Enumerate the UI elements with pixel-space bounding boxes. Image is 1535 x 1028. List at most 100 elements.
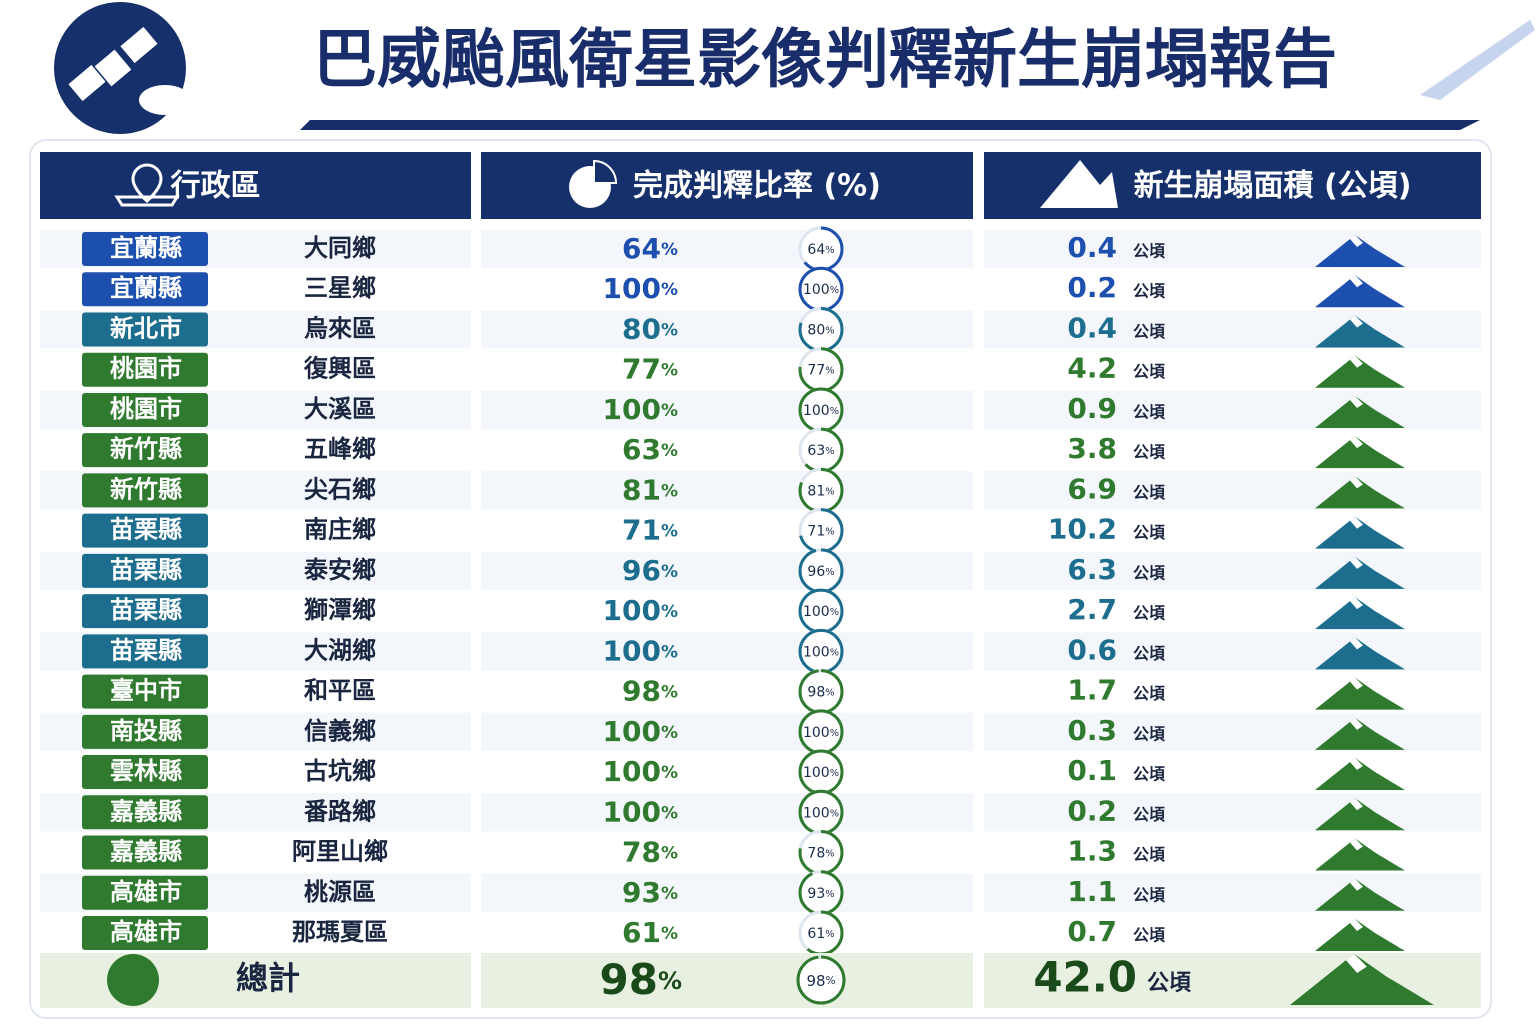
- mountain-icon: [1315, 315, 1405, 348]
- row-bg: [984, 431, 1481, 470]
- total-percent: 98%: [600, 955, 683, 1004]
- mountain-snow: [1350, 395, 1363, 408]
- area: 0.4: [1067, 311, 1117, 344]
- county-badge: [82, 634, 208, 669]
- mountain-icon: [1315, 556, 1405, 589]
- percent-unit: %: [661, 803, 678, 823]
- ring-unit: %: [825, 688, 834, 699]
- percent: 78%: [622, 836, 678, 869]
- row-bg: [984, 712, 1481, 751]
- percent-unit: %: [661, 884, 678, 904]
- percent-unit: %: [661, 924, 678, 944]
- township: 獅潭鄉: [304, 596, 376, 624]
- percent-unit: %: [661, 723, 678, 743]
- township: 泰安鄉: [304, 556, 376, 584]
- ring-unit: %: [825, 325, 834, 336]
- percent-value: 100: [603, 795, 661, 828]
- mountain-snow: [1350, 758, 1363, 771]
- row-bg: [481, 270, 973, 309]
- area-unit: 公頃: [1133, 362, 1166, 381]
- ring-value: 98: [806, 972, 825, 990]
- icon-pin: [114, 163, 180, 207]
- mountain-icon: [1315, 637, 1405, 670]
- total-area: 42.0: [1033, 953, 1137, 1002]
- percent-value: 100: [603, 272, 661, 305]
- county: 新北市: [110, 314, 182, 342]
- row-bg: [481, 873, 973, 912]
- ring-label: 98%: [806, 972, 835, 990]
- ring-unit: %: [825, 245, 834, 256]
- row-bg: [984, 511, 1481, 550]
- column-header-label: 完成判釋比率 (%): [633, 169, 881, 204]
- ring-value: 64: [807, 242, 825, 258]
- row-bg: [481, 592, 973, 631]
- county: 宜蘭縣: [110, 234, 182, 262]
- area-unit: 公頃: [1133, 242, 1166, 261]
- township: 古坑鄉: [304, 757, 376, 785]
- area: 6.9: [1067, 472, 1117, 505]
- row-bg: [984, 229, 1481, 269]
- area-unit: 公頃: [1133, 523, 1166, 542]
- percent-value: 61: [622, 916, 661, 949]
- area-unit: 公頃: [1133, 644, 1166, 663]
- township: 阿里山鄉: [292, 838, 388, 866]
- mountain-snow: [1350, 717, 1363, 730]
- township: 烏來區: [304, 314, 376, 342]
- row-bg: [481, 752, 973, 792]
- column-header-label: 新生崩塌面積 (公頃): [1134, 169, 1412, 204]
- county-badge: [82, 513, 208, 548]
- mountain-snow: [1350, 275, 1363, 288]
- ring-unit: %: [825, 889, 834, 900]
- decor: [300, 120, 1480, 130]
- row-bg: [481, 672, 973, 711]
- township: 尖石鄉: [304, 475, 376, 503]
- percent-value: 80: [622, 312, 661, 345]
- row-bg: [481, 712, 973, 751]
- percent-value: 64: [622, 232, 661, 265]
- percent: 100%: [603, 755, 679, 788]
- area: 0.6: [1067, 633, 1117, 666]
- mountain-icon: [1315, 235, 1405, 267]
- row-bg: [481, 471, 973, 510]
- area-unit: 公頃: [1133, 885, 1166, 904]
- ring-label: 64%: [807, 242, 834, 258]
- mountain-snow: [1350, 878, 1363, 891]
- ring-label: 100%: [803, 604, 839, 620]
- percent: 100%: [603, 715, 679, 748]
- mountain-snow: [1350, 637, 1363, 650]
- percent: 100%: [603, 634, 679, 667]
- county-badge: [82, 232, 208, 266]
- mountain-icon: [1315, 355, 1405, 388]
- row-bg: [984, 833, 1481, 872]
- ring-unit: %: [830, 406, 839, 417]
- total-bg: [481, 953, 973, 1008]
- township: 大同鄉: [304, 234, 376, 262]
- area-unit: 公頃: [1133, 684, 1166, 703]
- logo-satellite: [68, 26, 191, 115]
- percent-unit: %: [661, 683, 678, 703]
- percent-unit: %: [661, 481, 678, 501]
- area: 0.3: [1067, 714, 1117, 747]
- ring-label: 71%: [807, 524, 834, 540]
- county-badge: [82, 916, 208, 950]
- township: 番路鄉: [303, 797, 376, 825]
- ring-value: 96: [807, 564, 825, 580]
- mountain-icon: [1315, 758, 1405, 791]
- percent-unit: %: [661, 240, 678, 260]
- county-badge: [82, 714, 208, 749]
- percent: 100%: [603, 272, 679, 305]
- row-bg: [481, 511, 973, 550]
- ring-label: 98%: [807, 685, 834, 701]
- percent-unit: %: [661, 602, 678, 622]
- ring-unit: %: [825, 527, 834, 538]
- mountain-snow: [1350, 677, 1363, 690]
- mountain-icon: [1315, 838, 1405, 871]
- title: 巴威颱風衛星影像判釋新生崩塌報告: [313, 24, 1337, 98]
- township: 和平區: [304, 677, 376, 705]
- township: 五峰鄉: [304, 435, 376, 463]
- percent-value: 77: [622, 353, 661, 386]
- row-bg: [984, 793, 1481, 832]
- mountain-icon: [1315, 677, 1405, 710]
- county-badge: [82, 755, 208, 790]
